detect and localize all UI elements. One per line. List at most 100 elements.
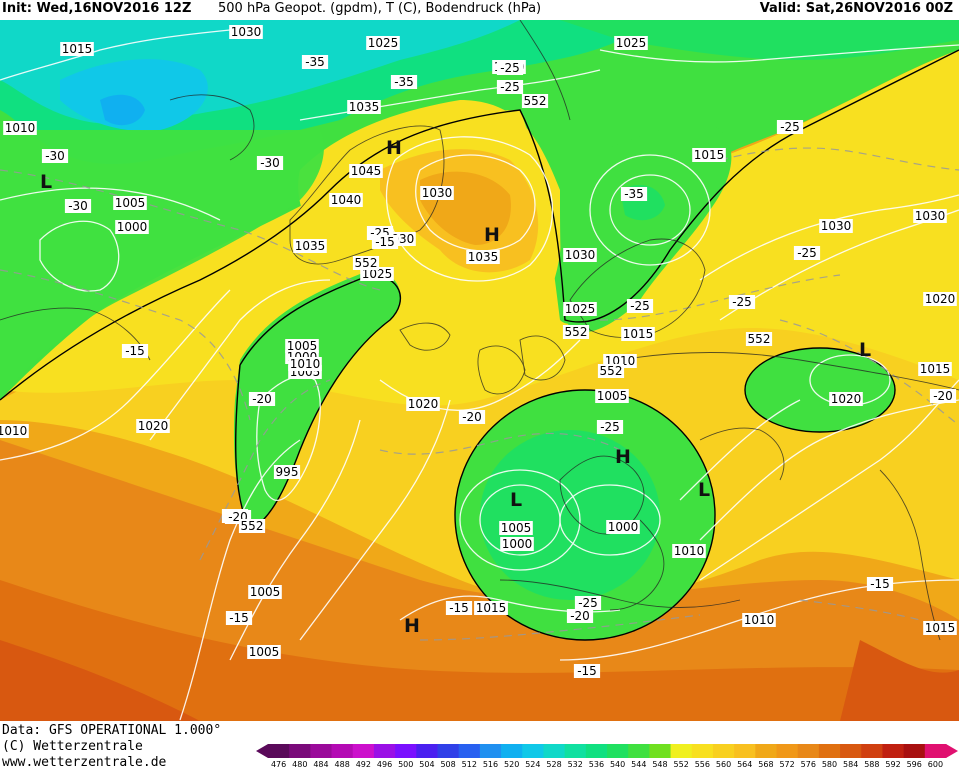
svg-text:1010: 1010 (5, 121, 36, 135)
svg-text:-15: -15 (449, 601, 469, 615)
svg-text:-30: -30 (68, 199, 88, 213)
temperature-label: -15 (573, 664, 601, 678)
svg-text:-35: -35 (624, 187, 644, 201)
legend-swatch (882, 744, 905, 758)
svg-text:-15: -15 (229, 611, 249, 625)
isobar-label: 1025 (360, 267, 394, 281)
geopotential-labels: 552 552 552 552 552 552 (238, 94, 773, 533)
legend-swatch (522, 744, 544, 758)
legend-swatch (543, 744, 566, 758)
svg-text:1030: 1030 (231, 25, 262, 39)
svg-text:1030: 1030 (565, 248, 596, 262)
temperature-label: -20 (248, 392, 276, 406)
legend-tick: 488 (334, 760, 350, 769)
isobar-label: 1015 (692, 148, 726, 162)
svg-text:1005: 1005 (501, 521, 532, 535)
temperature-label: -25 (496, 61, 524, 75)
low-marker: L (698, 479, 710, 501)
legend-swatch (861, 744, 883, 758)
high-marker: H (484, 224, 500, 246)
isobar-label: 1005 (595, 389, 629, 403)
legend-tick: 592 (885, 760, 901, 769)
temperature-label: -30 (64, 199, 92, 213)
isobar-label: 1025 (563, 302, 597, 316)
isobar-label: 1010 (288, 357, 322, 371)
svg-text:1035: 1035 (349, 100, 380, 114)
legend-tick: 576 (800, 760, 816, 769)
temperature-labels: -30 -35 -35 -30 -25 -30 -25 -25 -25 -25 -35 -25 -15 -… (41, 55, 957, 678)
legend-right-arrow (946, 744, 958, 758)
legend-swatch (840, 744, 862, 758)
svg-text:-20: -20 (570, 609, 590, 623)
legend-tick: 588 (864, 760, 880, 769)
temperature-label: -35 (301, 55, 329, 69)
svg-text:1010: 1010 (744, 613, 775, 627)
isobar-label: 1045 (349, 164, 383, 178)
legend-tick: 528 (546, 760, 562, 769)
isobar-label: 1005 (247, 645, 281, 659)
geopotential-label: 552 (562, 325, 590, 339)
isobar-label: 1025 (366, 36, 400, 50)
legend-tick: 536 (588, 760, 605, 769)
isobar-label: 1020 (136, 419, 170, 433)
svg-text:1005: 1005 (115, 196, 146, 210)
isobar-label: 1005 (499, 521, 533, 535)
legend-swatch (607, 744, 629, 758)
legend-swatch (818, 744, 841, 758)
isobar-label: 1020 (923, 292, 957, 306)
temperature-label: -15 (371, 235, 399, 249)
legend-swatch (585, 744, 608, 758)
map-canvas: H H H H L L L L 1015 1030 1025 1020 1025 1010… (0, 20, 959, 721)
legend-swatch (628, 744, 650, 758)
temperature-label: -25 (793, 246, 821, 260)
legend-swatch (479, 744, 502, 758)
high-marker: H (386, 137, 402, 159)
isobar-label: 1015 (60, 42, 94, 56)
geopotential-552-contour (0, 49, 959, 641)
legend-tick: 548 (652, 760, 668, 769)
init-time: Init: Wed,16NOV2016 12Z (2, 1, 192, 16)
legend-swatch (501, 744, 523, 758)
high-marker: H (404, 615, 420, 637)
temperature-label: -35 (620, 187, 648, 201)
legend-tick: 512 (461, 760, 477, 769)
legend-swatch (289, 744, 311, 758)
svg-text:1015: 1015 (623, 327, 654, 341)
legend-swatch (352, 744, 375, 758)
weather-map: H H H H L L L L 1015 1030 1025 1020 1025 1010… (0, 20, 959, 721)
svg-text:1040: 1040 (331, 193, 362, 207)
geopotential-label: 552 (238, 519, 266, 533)
isobar-label: 1030 (563, 248, 597, 262)
legend-swatch (903, 744, 926, 758)
legend-swatch (691, 744, 714, 758)
svg-text:1005: 1005 (249, 645, 280, 659)
legend-swatch (776, 744, 799, 758)
temperature-label: -20 (458, 410, 486, 424)
temperature-label: -20 (929, 389, 957, 403)
temperature-label: -15 (866, 577, 894, 591)
legend-swatch (416, 744, 438, 758)
svg-text:1005: 1005 (250, 585, 281, 599)
svg-text:-25: -25 (578, 596, 598, 610)
temperature-label: -25 (596, 420, 624, 434)
svg-text:1025: 1025 (362, 267, 393, 281)
temperature-label: -25 (626, 299, 654, 313)
isobar-label: 1015 (621, 327, 655, 341)
svg-text:1035: 1035 (468, 250, 499, 264)
svg-text:-20: -20 (252, 392, 272, 406)
isobar-label: 1030 (420, 186, 454, 200)
isobar-label: 1015 (918, 362, 952, 376)
legend-swatch (924, 744, 947, 758)
svg-text:-15: -15 (870, 577, 890, 591)
website-url: www.wetterzentrale.de (2, 755, 167, 770)
legend-tick: 520 (504, 760, 520, 769)
legend-tick: 544 (631, 760, 647, 769)
valid-time: Valid: Sat,26NOV2016 00Z (759, 1, 953, 16)
isobar-label: 1035 (466, 250, 500, 264)
svg-text:1020: 1020 (408, 397, 439, 411)
svg-text:-15: -15 (577, 664, 597, 678)
isobar-label: 1025 (614, 36, 648, 50)
legend-tick: 556 (694, 760, 710, 769)
isobar-label: 1010 (672, 544, 706, 558)
isobar-label: 1040 (329, 193, 363, 207)
